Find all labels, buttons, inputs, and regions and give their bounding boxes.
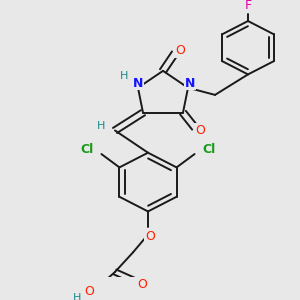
Text: O: O: [175, 44, 185, 57]
Text: F: F: [244, 0, 252, 12]
Text: O: O: [145, 230, 155, 243]
Text: H: H: [97, 121, 105, 131]
Text: O: O: [137, 278, 147, 291]
Text: Cl: Cl: [202, 143, 215, 156]
Text: O: O: [84, 285, 94, 298]
Text: O: O: [195, 124, 205, 137]
Text: N: N: [185, 77, 195, 90]
Text: Cl: Cl: [81, 143, 94, 156]
Text: H: H: [73, 293, 81, 300]
Text: N: N: [133, 77, 143, 90]
Text: H: H: [120, 71, 128, 81]
